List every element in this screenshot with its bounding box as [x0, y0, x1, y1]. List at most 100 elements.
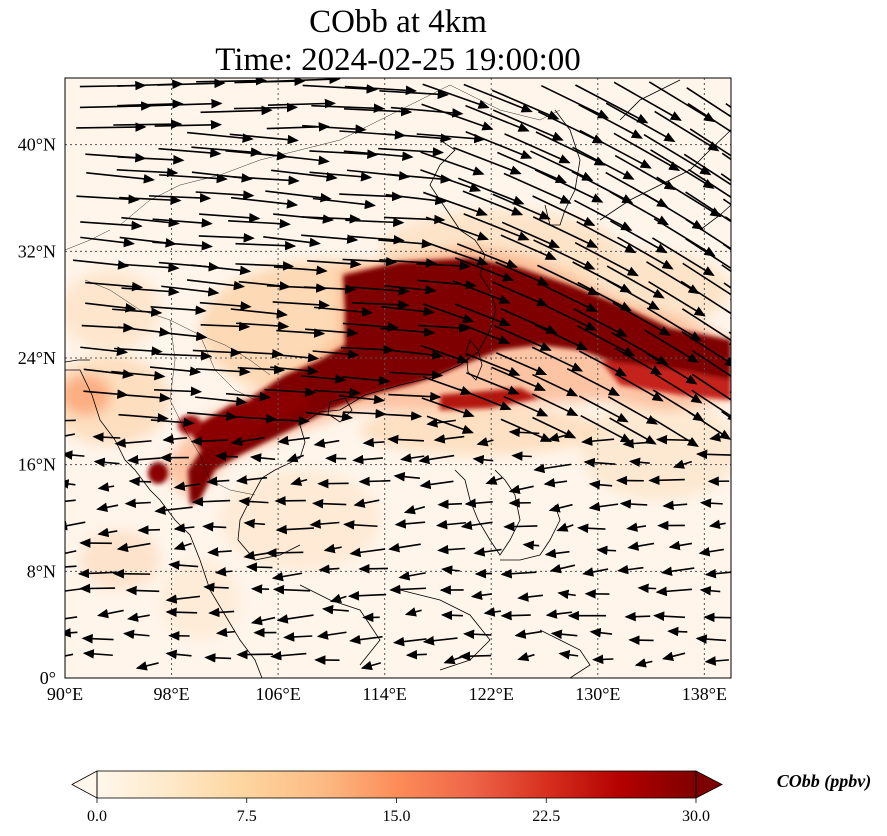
wind-arrow [93, 457, 120, 468]
chart-subtitle-time: Time: 2024-02-25 19:00:00 [215, 42, 581, 78]
wind-arrow [265, 548, 304, 558]
wind-arrow [581, 436, 615, 446]
wind-arrow [161, 285, 220, 297]
wind-arrow [652, 417, 700, 447]
wind-arrow [574, 242, 639, 277]
wind-arrow [622, 438, 652, 449]
wind-arrow [644, 329, 700, 364]
wind-arrow [501, 221, 561, 249]
wind-arrow [708, 519, 726, 530]
wind-arrow [301, 214, 361, 224]
wind-arrow [722, 198, 731, 206]
wind-arrow [393, 471, 420, 482]
wind-arrow [452, 280, 511, 304]
wind-arrow [152, 240, 213, 251]
wind-arrow [173, 541, 192, 551]
wind-arrow [495, 261, 550, 286]
wind-arrow [191, 496, 231, 507]
wind-arrow [534, 324, 589, 351]
wind-arrow [192, 347, 242, 358]
wind-arrow [522, 540, 540, 551]
wind-arrow [703, 612, 731, 623]
wind-arrow [517, 651, 535, 662]
wind-arrow [154, 505, 193, 515]
wind-arrow [158, 147, 222, 158]
wind-arrow [165, 594, 201, 604]
wind-arrow [191, 264, 252, 276]
wind-arrow [85, 281, 144, 292]
wind-arrow [416, 133, 486, 144]
wind-arrow [79, 583, 116, 594]
lat-tick-label: 8°N [27, 561, 56, 581]
wind-arrow [344, 85, 418, 96]
wind-arrow [235, 261, 295, 271]
wind-arrow [263, 236, 321, 248]
wind-arrow [159, 331, 208, 342]
wind-arrow [687, 102, 731, 133]
wind-arrow [329, 593, 347, 603]
wind-arrow [80, 346, 129, 357]
wind-arrow [454, 257, 515, 282]
wind-arrow [229, 133, 299, 145]
wind-arrow [76, 194, 140, 204]
map-frame [64, 77, 732, 679]
wind-arrow [500, 234, 557, 260]
map-area [65, 78, 731, 678]
wind-arrow [456, 243, 518, 269]
wind-arrow [722, 243, 731, 251]
wind-arrow [311, 498, 347, 509]
wind-arrow [544, 548, 570, 559]
wind-arrow [272, 300, 331, 310]
wind-arrow [503, 172, 572, 204]
wind-arrow [150, 417, 195, 428]
wind-arrow [476, 437, 494, 447]
wind-arrow [500, 307, 558, 334]
wind-arrow [543, 478, 568, 488]
wind-arrow [233, 175, 300, 186]
wind-arrow [347, 590, 387, 601]
wind-arrow [388, 391, 442, 402]
wind-arrow [112, 307, 163, 317]
wind-arrow [464, 498, 493, 508]
wind-arrow [349, 547, 386, 558]
wind-arrow [271, 571, 303, 582]
wind-arrow [421, 103, 494, 131]
wind-arrow [493, 324, 552, 351]
wind-arrow [617, 564, 644, 575]
wind-arrow [418, 454, 455, 465]
wind-arrow [265, 190, 332, 203]
wind-arrow [557, 589, 576, 600]
wind-arrow [465, 352, 521, 376]
wind-arrow [688, 168, 731, 199]
wind-arrow [419, 479, 454, 490]
wind-arrow [81, 633, 114, 644]
wind-arrow [730, 353, 731, 355]
wind-arrow [126, 612, 150, 622]
wind-arrow [606, 265, 665, 299]
wind-arrow [615, 373, 664, 402]
wind-arrow [423, 191, 488, 217]
wind-arrow [266, 153, 330, 166]
wind-arrow [634, 658, 653, 668]
lat-tick-label: 16°N [18, 455, 56, 475]
wind-arrow [725, 102, 731, 109]
wind-arrow [80, 220, 143, 231]
wind-arrow [121, 216, 180, 228]
wind-arrow [198, 232, 255, 243]
wind-arrow [650, 149, 715, 189]
wind-arrow [114, 346, 163, 356]
wind-arrow [309, 171, 373, 182]
wind-arrow [656, 176, 722, 218]
wind-arrow [379, 411, 423, 421]
wind-arrow [549, 563, 576, 574]
wind-arrow [360, 660, 382, 671]
wind-arrow [492, 193, 551, 220]
colorbar-tick-label: 15.0 [383, 808, 411, 825]
wind-arrow [653, 218, 716, 257]
wind-arrow [695, 634, 727, 644]
wind-arrow [118, 413, 169, 423]
wind-arrow [390, 106, 464, 118]
wind-arrow [548, 503, 573, 513]
wind-arrow [113, 119, 183, 129]
